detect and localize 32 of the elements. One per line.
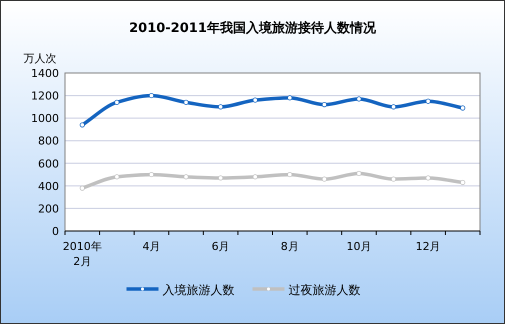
y-tick-label: 600 (38, 157, 59, 170)
point (322, 102, 327, 108)
y-tick-label: 800 (38, 134, 59, 148)
point (426, 98, 431, 104)
chart-title: 2010-2011年我国入境旅游接待人数情况 (129, 20, 377, 36)
point (183, 100, 189, 105)
x-tick-label: 4月 (142, 240, 160, 253)
y-axis-title: 万人次 (24, 52, 56, 65)
point (287, 95, 292, 100)
point (80, 186, 85, 191)
point (218, 104, 224, 110)
point (252, 97, 258, 103)
point (114, 174, 120, 180)
legend-label: 过夜旅游人数 (288, 283, 360, 297)
point (80, 122, 85, 128)
legend-label: 入境旅游人数 (162, 283, 234, 297)
point (114, 100, 120, 105)
x-tick-label: 12月 (416, 240, 441, 253)
x-tick-label: 6月 (212, 240, 230, 253)
x-tick-label: 2010年 2月 (62, 240, 102, 268)
y-tick-label: 1200 (31, 90, 59, 103)
point (287, 172, 292, 178)
x-tick-label: 8月 (280, 240, 299, 253)
y-tick-label: 1000 (31, 112, 59, 126)
x-tick-label: 10月 (346, 240, 372, 253)
point (460, 180, 466, 186)
y-tick-label: 400 (38, 180, 59, 193)
point (460, 105, 466, 111)
point (322, 176, 327, 182)
y-tick-label: 200 (38, 202, 59, 216)
y-tick-label: 0 (52, 225, 59, 238)
y-tick-label: 1400 (31, 67, 59, 80)
